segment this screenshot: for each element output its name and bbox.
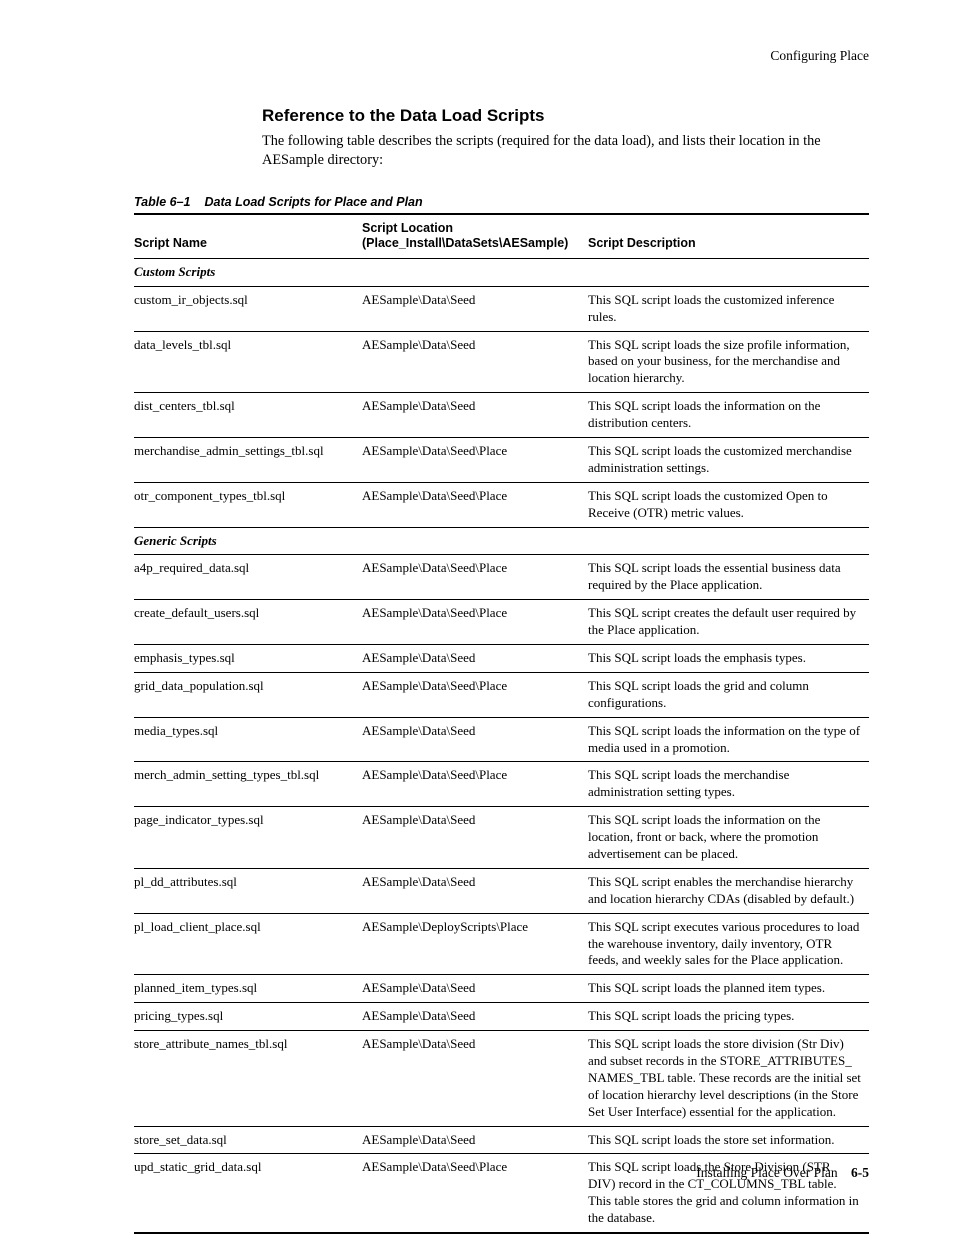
cell-script-description: This SQL script loads the store division… — [588, 1031, 869, 1126]
col-header-script-location: Script Location (Place_Install\DataSets\… — [362, 214, 588, 259]
section-title: Reference to the Data Load Scripts — [262, 106, 869, 126]
cell-script-location: AESample\Data\Seed — [362, 331, 588, 393]
table-row: pl_load_client_place.sqlAESample\DeployS… — [134, 913, 869, 975]
cell-script-description: This SQL script loads the store set info… — [588, 1126, 869, 1154]
footer-page-number: 6-5 — [851, 1165, 869, 1180]
cell-script-location: AESample\Data\Seed\Place — [362, 437, 588, 482]
cell-script-description: This SQL script loads the customized Ope… — [588, 482, 869, 527]
table-row: media_types.sqlAESample\Data\SeedThis SQ… — [134, 717, 869, 762]
table-row: emphasis_types.sqlAESample\Data\SeedThis… — [134, 644, 869, 672]
cell-script-name: store_set_data.sql — [134, 1126, 362, 1154]
cell-script-location: AESample\Data\Seed — [362, 1031, 588, 1126]
table-row: a4p_required_data.sqlAESample\Data\Seed\… — [134, 555, 869, 600]
table-section-heading: Generic Scripts — [134, 527, 869, 555]
page: Configuring Place Reference to the Data … — [0, 0, 954, 1235]
cell-script-description: This SQL script loads the merchandise ad… — [588, 762, 869, 807]
cell-script-description: This SQL script loads the customized inf… — [588, 286, 869, 331]
table-row: custom_ir_objects.sqlAESample\Data\SeedT… — [134, 286, 869, 331]
cell-script-location: AESample\Data\Seed — [362, 393, 588, 438]
table-row: store_set_data.sqlAESample\Data\SeedThis… — [134, 1126, 869, 1154]
table-row: otr_component_types_tbl.sqlAESample\Data… — [134, 482, 869, 527]
cell-script-location: AESample\Data\Seed — [362, 1003, 588, 1031]
cell-script-location: AESample\Data\Seed\Place — [362, 672, 588, 717]
cell-script-description: This SQL script loads the customized mer… — [588, 437, 869, 482]
cell-script-name: pl_dd_attributes.sql — [134, 868, 362, 913]
cell-script-location: AESample\DeployScripts\Place — [362, 913, 588, 975]
cell-script-location: AESample\Data\Seed — [362, 644, 588, 672]
table-row: store_attribute_names_tbl.sqlAESample\Da… — [134, 1031, 869, 1126]
cell-script-description: This SQL script loads the information on… — [588, 717, 869, 762]
cell-script-name: otr_component_types_tbl.sql — [134, 482, 362, 527]
table-row: merchandise_admin_settings_tbl.sqlAESamp… — [134, 437, 869, 482]
cell-script-name: upd_static_grid_data.sql — [134, 1154, 362, 1233]
intro-paragraph: The following table describes the script… — [262, 132, 869, 171]
cell-script-description: This SQL script loads the emphasis types… — [588, 644, 869, 672]
cell-script-name: emphasis_types.sql — [134, 644, 362, 672]
cell-script-name: media_types.sql — [134, 717, 362, 762]
cell-script-name: store_attribute_names_tbl.sql — [134, 1031, 362, 1126]
cell-script-description: This SQL script loads the essential busi… — [588, 555, 869, 600]
col-header-script-name: Script Name — [134, 214, 362, 259]
cell-script-location: AESample\Data\Seed\Place — [362, 482, 588, 527]
cell-script-name: pricing_types.sql — [134, 1003, 362, 1031]
table-row: page_indicator_types.sqlAESample\Data\Se… — [134, 807, 869, 869]
cell-script-location: AESample\Data\Seed — [362, 717, 588, 762]
cell-script-description: This SQL script loads the information on… — [588, 807, 869, 869]
cell-script-description: This SQL script enables the merchandise … — [588, 868, 869, 913]
table-row: grid_data_population.sqlAESample\Data\Se… — [134, 672, 869, 717]
cell-script-name: pl_load_client_place.sql — [134, 913, 362, 975]
table-number: Table 6–1 — [134, 195, 191, 209]
table-row: create_default_users.sqlAESample\Data\Se… — [134, 600, 869, 645]
cell-script-name: merch_admin_setting_types_tbl.sql — [134, 762, 362, 807]
table-row: pricing_types.sqlAESample\Data\SeedThis … — [134, 1003, 869, 1031]
col-header-loc-line2: (Place_Install\DataSets\AESample) — [362, 236, 568, 250]
cell-script-description: This SQL script loads the size profile i… — [588, 331, 869, 393]
cell-script-name: a4p_required_data.sql — [134, 555, 362, 600]
cell-script-location: AESample\Data\Seed\Place — [362, 555, 588, 600]
page-footer: Installing Place Over Plan 6-5 — [696, 1165, 869, 1181]
cell-script-description: This SQL script loads the information on… — [588, 393, 869, 438]
cell-script-name: page_indicator_types.sql — [134, 807, 362, 869]
cell-script-name: planned_item_types.sql — [134, 975, 362, 1003]
footer-text: Installing Place Over Plan — [696, 1165, 837, 1180]
table-row: planned_item_types.sqlAESample\Data\Seed… — [134, 975, 869, 1003]
table-row: data_levels_tbl.sqlAESample\Data\SeedThi… — [134, 331, 869, 393]
cell-script-location: AESample\Data\Seed — [362, 807, 588, 869]
table-header-row: Script Name Script Location (Place_Insta… — [134, 214, 869, 259]
cell-script-location: AESample\Data\Seed\Place — [362, 762, 588, 807]
cell-script-location: AESample\Data\Seed — [362, 286, 588, 331]
cell-script-location: AESample\Data\Seed — [362, 1126, 588, 1154]
cell-script-location: AESample\Data\Seed — [362, 975, 588, 1003]
table-row: dist_centers_tbl.sqlAESample\Data\SeedTh… — [134, 393, 869, 438]
cell-script-name: custom_ir_objects.sql — [134, 286, 362, 331]
col-header-script-description: Script Description — [588, 214, 869, 259]
col-header-loc-line1: Script Location — [362, 221, 453, 235]
section-heading-cell: Custom Scripts — [134, 258, 869, 286]
table-row: merch_admin_setting_types_tbl.sqlAESampl… — [134, 762, 869, 807]
section-heading-cell: Generic Scripts — [134, 527, 869, 555]
cell-script-location: AESample\Data\Seed\Place — [362, 1154, 588, 1233]
table-caption-text: Data Load Scripts for Place and Plan — [205, 195, 423, 209]
data-load-scripts-table: Script Name Script Location (Place_Insta… — [134, 213, 869, 1234]
cell-script-description: This SQL script creates the default user… — [588, 600, 869, 645]
table-row: pl_dd_attributes.sqlAESample\Data\SeedTh… — [134, 868, 869, 913]
table-caption: Table 6–1 Data Load Scripts for Place and… — [134, 195, 869, 209]
cell-script-location: AESample\Data\Seed — [362, 868, 588, 913]
cell-script-name: merchandise_admin_settings_tbl.sql — [134, 437, 362, 482]
table-section-heading: Custom Scripts — [134, 258, 869, 286]
cell-script-name: data_levels_tbl.sql — [134, 331, 362, 393]
cell-script-description: This SQL script loads the pricing types. — [588, 1003, 869, 1031]
cell-script-location: AESample\Data\Seed\Place — [362, 600, 588, 645]
table-body: Custom Scriptscustom_ir_objects.sqlAESam… — [134, 258, 869, 1233]
cell-script-name: grid_data_population.sql — [134, 672, 362, 717]
cell-script-name: create_default_users.sql — [134, 600, 362, 645]
cell-script-description: This SQL script loads the planned item t… — [588, 975, 869, 1003]
running-head: Configuring Place — [134, 48, 869, 64]
cell-script-name: dist_centers_tbl.sql — [134, 393, 362, 438]
cell-script-description: This SQL script loads the grid and colum… — [588, 672, 869, 717]
cell-script-description: This SQL script executes various procedu… — [588, 913, 869, 975]
